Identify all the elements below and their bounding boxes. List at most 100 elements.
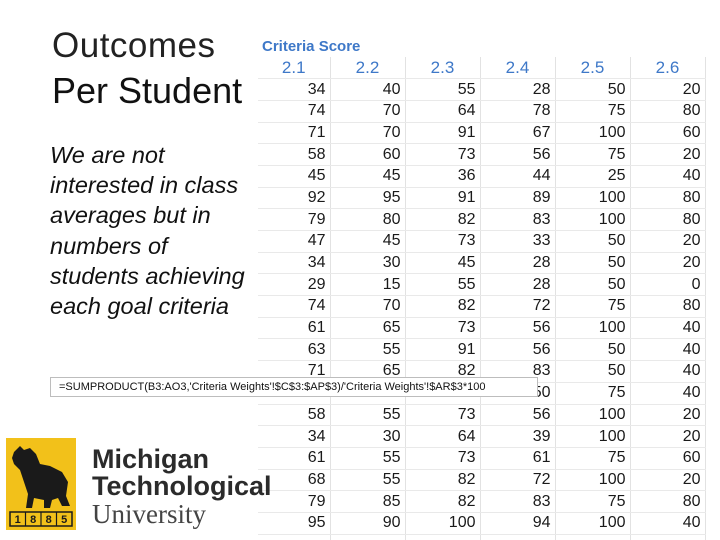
table-cell: 80: [630, 208, 706, 231]
column-header: 2.4: [480, 57, 556, 80]
table-cell: 100: [555, 208, 631, 231]
table-cell: 28: [480, 78, 556, 101]
table-cell: 100: [555, 404, 631, 427]
table-cell: 75: [555, 295, 631, 318]
table-row: 68 55 82 72 100 20: [258, 469, 706, 492]
table-cell: 55: [405, 273, 481, 297]
table-cell: 61: [258, 447, 331, 470]
table-cell: 56: [480, 143, 556, 166]
table-cell: 79: [258, 490, 331, 513]
table-cell: 34: [258, 78, 331, 101]
table-cell: 50: [555, 252, 631, 275]
table-cell: 95: [258, 512, 331, 535]
table-cell: 55: [330, 338, 406, 362]
table-cell: 80: [330, 208, 406, 231]
table-cell: 30: [330, 252, 406, 275]
header-row: 2.1 2.2 2.3 2.4 2.5 2.6: [258, 57, 706, 80]
table-cell: 61: [258, 317, 331, 340]
table-cell: 56: [480, 404, 556, 427]
table-cell: 45: [330, 230, 406, 253]
table-row: 79 85 82 83 75 80: [258, 490, 706, 513]
spreadsheet-title: Criteria Score: [262, 38, 361, 55]
table-row: 71 70 91 67 100 60: [258, 122, 706, 145]
table-row: 61 55 73 61 75 60: [258, 447, 706, 470]
table-cell: 94: [480, 512, 556, 535]
criteria-score-table: 2.1 2.2 2.3 2.4 2.5 2.6 34 40 55 28 50 20 74 70 64 78 75…: [258, 57, 706, 540]
table-cell: 72: [480, 469, 556, 492]
table-cell: 73: [405, 447, 481, 470]
slide-title-line1: Outcomes: [52, 26, 216, 65]
table-cell: 0: [630, 273, 706, 297]
table-cell: 100: [555, 317, 631, 340]
table-cell: [480, 534, 556, 540]
table-cell: 65: [330, 317, 406, 340]
table-cell: 60: [630, 122, 706, 145]
table-cell: 61: [480, 447, 556, 470]
table-cell: 70: [330, 295, 406, 318]
logo-year-digit: 8: [30, 514, 36, 526]
table-cell: 80: [630, 100, 706, 123]
table-cell: 85: [330, 490, 406, 513]
table-row: 34 30 64 39 100 20: [258, 425, 706, 448]
table-cell: 73: [405, 143, 481, 166]
wordmark-line1: Michigan: [92, 444, 210, 474]
table-cell: 92: [258, 187, 331, 210]
table-cell: 55: [330, 404, 406, 427]
table-row: 61 65 73 56 100 40: [258, 317, 706, 340]
table-cell: 68: [258, 469, 331, 492]
table-cell: 64: [405, 100, 481, 123]
column-header: 2.6: [630, 57, 706, 80]
table-cell: 40: [630, 317, 706, 340]
table-row: 74 70 82 72 75 80: [258, 295, 706, 318]
table-cell: 82: [405, 490, 481, 513]
husky-icon: [12, 446, 70, 508]
table-cell: 28: [480, 252, 556, 275]
table-cell: 39: [480, 425, 556, 448]
table-cell: 25: [555, 165, 631, 188]
table-cell: 55: [330, 447, 406, 470]
table-cell: 100: [405, 512, 481, 535]
table-row: 74 70 64 78 75 80: [258, 100, 706, 123]
table-cell: 90: [330, 512, 406, 535]
table-cell: [555, 534, 631, 540]
table-cell: 83: [480, 490, 556, 513]
table-cell: 75: [555, 447, 631, 470]
table-cell: 74: [258, 295, 331, 318]
table-cell: 100: [555, 122, 631, 145]
table-cell: 60: [330, 143, 406, 166]
table-cell: 75: [555, 382, 631, 405]
table-cell: 45: [405, 252, 481, 275]
table-cell: 40: [630, 382, 706, 405]
table-cell: 70: [330, 100, 406, 123]
table-cell: 29: [258, 273, 331, 297]
table-row: 34 40 55 28 50 20: [258, 78, 706, 101]
table-cell: 73: [405, 317, 481, 340]
table-cell: 50: [555, 273, 631, 297]
table-cell: 55: [405, 78, 481, 101]
table-cell: 64: [405, 425, 481, 448]
table-cell: 82: [405, 295, 481, 318]
table-cell: 40: [330, 78, 406, 101]
wordmark-line2: Technological: [92, 471, 272, 501]
table-cell: 40: [630, 512, 706, 535]
table-cell: 30: [330, 425, 406, 448]
table-row: 34 30 45 28 50 20: [258, 252, 706, 275]
formula-box: =SUMPRODUCT(B3:AO3,'Criteria Weights'!$C…: [50, 377, 538, 397]
table-cell: 74: [258, 100, 331, 123]
logo-year-digit: 5: [61, 514, 67, 526]
table-cell: [330, 534, 406, 540]
table-row: 47 45 73 33 50 20: [258, 230, 706, 253]
table-row: [258, 534, 706, 540]
logo-year-digit: 1: [15, 514, 21, 526]
table-cell: [405, 534, 481, 540]
table-cell: 75: [555, 143, 631, 166]
table-cell: 50: [555, 230, 631, 253]
table-cell: 28: [480, 273, 556, 297]
table-cell: 79: [258, 208, 331, 231]
table-cell: 71: [258, 122, 331, 145]
table-cell: 75: [555, 490, 631, 513]
table-cell: 45: [258, 165, 331, 188]
table-row: 63 55 91 56 50 40: [258, 338, 706, 362]
table-cell: 56: [480, 317, 556, 340]
table-cell: 47: [258, 230, 331, 253]
